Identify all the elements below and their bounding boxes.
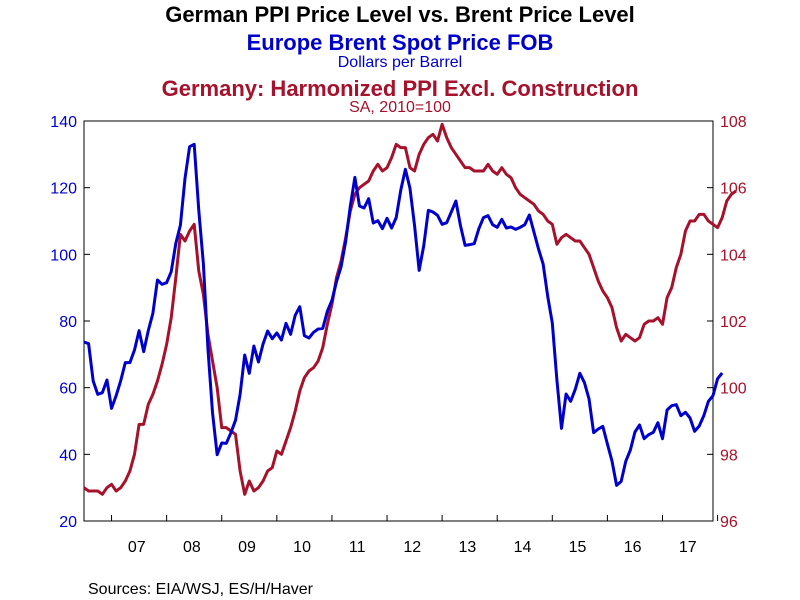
plot-area: 20 40 60 80 100 120 140 96 98 100 102 104 106 108 07 08… [50,114,747,556]
x-tick-label: 07 [128,539,146,556]
series-line-brent [83,142,724,487]
x-tick-label: 11 [349,539,366,556]
x-tick-label: 12 [403,539,421,556]
x-tick-label: 09 [238,539,256,556]
y-left-tick-label: 120 [50,181,77,198]
y-right-tick-label: 100 [720,381,747,398]
series-1-title: Europe Brent Spot Price FOB [247,30,554,55]
y-left-tick-label: 80 [59,314,77,331]
series-line-germany-ppi [83,122,737,496]
x-tick-label: 16 [624,539,642,556]
source-note: Sources: EIA/WSJ, ES/H/Haver [88,581,314,598]
y-left-tick-label: 100 [50,247,77,264]
x-tick-label: 17 [679,539,697,556]
y-left-tick-label: 140 [50,114,77,131]
y-right-tick-label: 96 [720,514,738,531]
x-tick-label: 15 [569,539,587,556]
series-2-title: Germany: Harmonized PPI Excl. Constructi… [162,76,639,101]
series-1-units: Dollars per Barrel [338,54,462,71]
x-tick-label: 14 [514,539,532,556]
x-tick-label: 10 [293,539,311,556]
y-right-tick-label: 102 [720,314,747,331]
chart-title: German PPI Price Level vs. Brent Price L… [165,2,635,27]
y-right-tick-label: 108 [720,114,747,131]
y-left-tick-label: 60 [59,381,77,398]
x-tick-label: 13 [458,539,476,556]
y-left-tick-label: 40 [59,447,77,464]
x-tick-label: 08 [183,539,201,556]
plot-frame [83,120,714,522]
series-2-units: SA, 2010=100 [349,99,451,116]
y-left-tick-label: 20 [59,514,77,531]
y-right-tick-label: 106 [720,181,747,198]
y-right-tick-label: 98 [720,447,738,464]
y-right-tick-label: 104 [720,247,747,264]
